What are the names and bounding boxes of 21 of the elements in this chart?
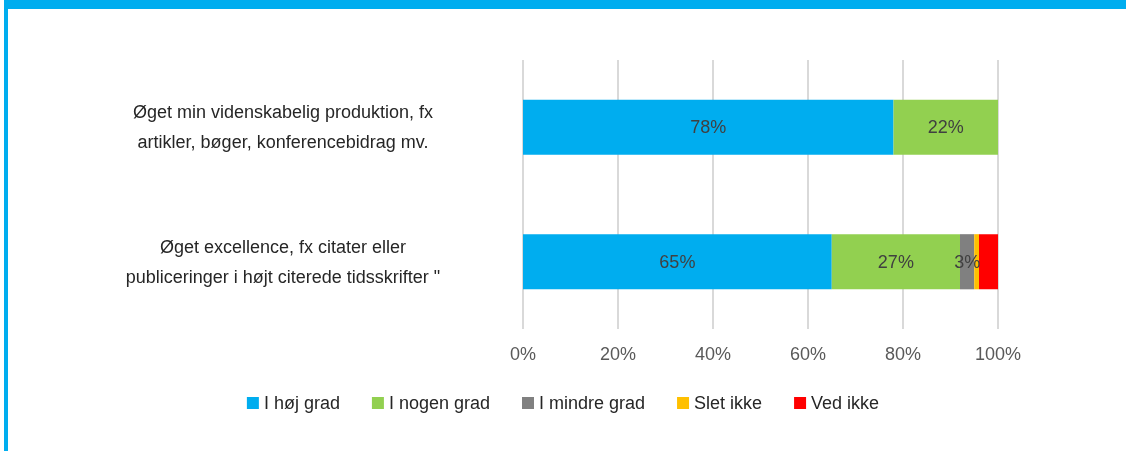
legend-label: I høj grad bbox=[263, 393, 340, 413]
x-tick-label: 40% bbox=[694, 344, 732, 364]
y-tick-label: Øget min videnskabelig produktion, fx artikler, bøger, konferencebidrag mv. bbox=[132, 102, 434, 153]
data-label: 22% bbox=[927, 117, 964, 138]
x-tick-label: 20% bbox=[599, 344, 637, 364]
x-tick-label: 60% bbox=[789, 344, 827, 364]
legend-label: I mindre grad bbox=[539, 393, 646, 413]
bar bbox=[893, 99, 998, 155]
x-tick-label: 100% bbox=[974, 344, 1022, 364]
legend-label: Slet ikke bbox=[694, 393, 763, 413]
legend-label: I nogen grad bbox=[388, 393, 491, 413]
y-tick-label: Øget excellence, fx citater eller publiceringer i højt citerede tidsskrifter " bbox=[125, 236, 441, 287]
bar bbox=[979, 234, 998, 290]
bar bbox=[523, 99, 894, 155]
x-tick-label: 0% bbox=[509, 344, 537, 364]
data-label: 65% bbox=[659, 251, 696, 272]
data-label: 78% bbox=[690, 117, 727, 138]
legend-label: Ved ikke bbox=[811, 393, 880, 413]
data-label: 27% bbox=[877, 251, 914, 272]
bar bbox=[523, 234, 832, 290]
x-tick-label: 80% bbox=[884, 344, 922, 364]
